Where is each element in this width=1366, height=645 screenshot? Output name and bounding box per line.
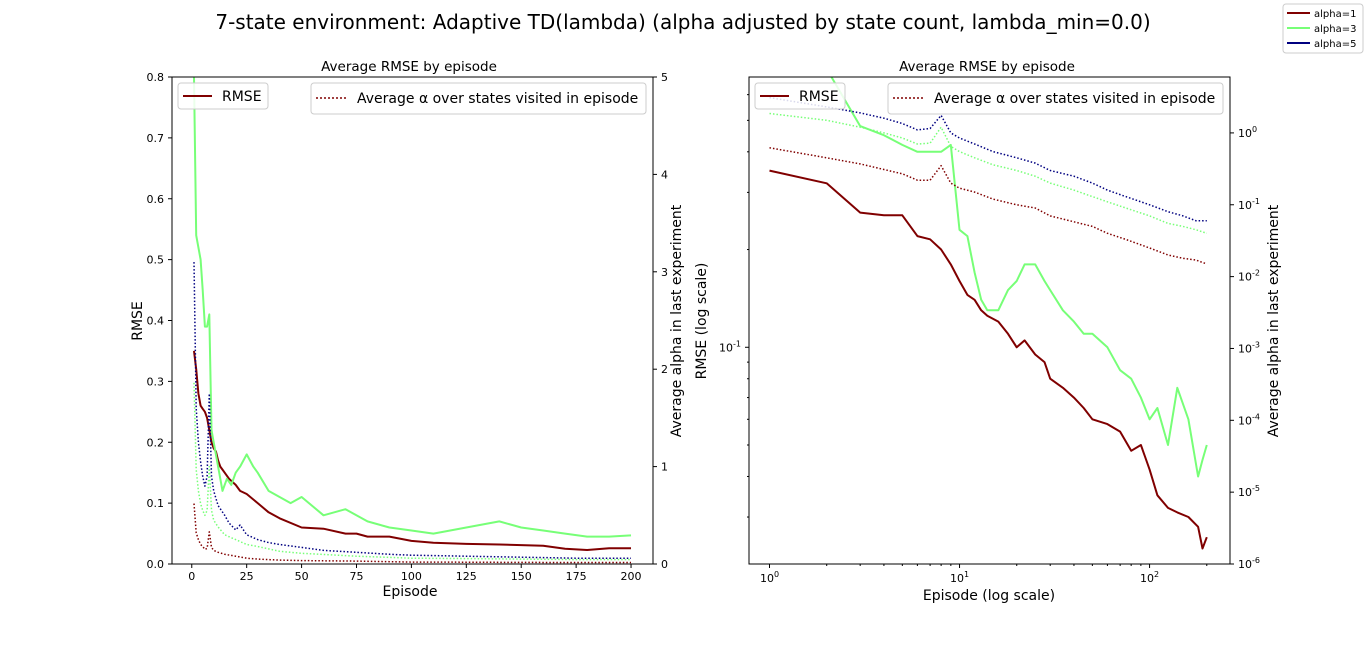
right-xtick-label: 101 bbox=[950, 570, 969, 585]
right-series-alpha-3-avg- bbox=[769, 112, 1208, 235]
left-legend-rmse-frame bbox=[177, 82, 269, 110]
left-series-alpha-3 bbox=[193, 77, 632, 538]
right-legend-rmse-label: RMSE bbox=[799, 89, 839, 105]
right-y2tick-label: 10-5 bbox=[1238, 484, 1260, 499]
right-chart-frame bbox=[748, 76, 1231, 565]
left-xtick-label: 75 bbox=[349, 570, 363, 583]
right-chart-y2label: Average alpha in last experiment bbox=[1266, 204, 1282, 437]
right-y2tick-label: 10-4 bbox=[1238, 412, 1260, 427]
left-legend-alpha-label: Average α over states visited in episode bbox=[357, 91, 638, 107]
right-legend-alpha-frame bbox=[887, 82, 1224, 115]
left-xtick-label: 150 bbox=[511, 570, 532, 583]
right-y2tick-label: 10-1 bbox=[1238, 197, 1260, 212]
left-chart-title: Average RMSE by episode bbox=[321, 59, 497, 75]
left-chart-y2label: Average alpha in last experiment bbox=[669, 204, 685, 437]
right-legend-rmse: RMSE bbox=[754, 82, 846, 110]
right-legend-rmse-frame bbox=[754, 82, 846, 110]
right-series-alpha-1 bbox=[769, 169, 1208, 550]
left-chart-ylabel: RMSE bbox=[130, 301, 146, 341]
left-ytick-label: 0.3 bbox=[147, 375, 165, 388]
right-series-alpha-3 bbox=[830, 77, 1208, 478]
left-ytick-label: 0.4 bbox=[147, 315, 165, 328]
left-ytick-label: 0.6 bbox=[147, 193, 165, 206]
left-legend-alpha: Average α over states visited in episode bbox=[310, 82, 647, 115]
left-ytick-label: 0.7 bbox=[147, 132, 165, 145]
left-chart-frame bbox=[171, 76, 654, 565]
right-chart-series bbox=[769, 77, 1208, 550]
left-y2tick-label: 3 bbox=[661, 266, 668, 279]
left-series-alpha-1-avg- bbox=[193, 503, 631, 564]
left-y2tick-label: 2 bbox=[661, 363, 668, 376]
left-legend-rmse-label: RMSE bbox=[222, 89, 262, 105]
left-series-alpha-3-avg- bbox=[193, 382, 631, 561]
legend-label-alpha5: alpha=5 bbox=[1314, 39, 1356, 50]
left-xtick-label: 100 bbox=[401, 570, 422, 583]
left-ytick-label: 0.0 bbox=[147, 558, 165, 571]
left-xtick-label: 0 bbox=[188, 570, 195, 583]
right-chart-ylabel: RMSE (log scale) bbox=[694, 263, 710, 380]
left-xtick-label: 125 bbox=[456, 570, 477, 583]
left-ytick-label: 0.8 bbox=[147, 71, 165, 84]
left-legend-alpha-frame bbox=[310, 82, 647, 115]
right-legend-alpha-label: Average α over states visited in episode bbox=[934, 91, 1215, 107]
left-xtick-label: 200 bbox=[621, 570, 642, 583]
left-series-alpha-1 bbox=[193, 350, 631, 551]
left-y2tick-label: 5 bbox=[661, 71, 668, 84]
right-xtick-label: 100 bbox=[760, 570, 779, 585]
right-ytick-label: 10-1 bbox=[719, 339, 741, 354]
right-y2tick-label: 10-6 bbox=[1238, 556, 1260, 571]
left-y2tick-label: 0 bbox=[661, 558, 668, 571]
left-xtick-label: 25 bbox=[240, 570, 254, 583]
left-ytick-label: 0.2 bbox=[147, 436, 165, 449]
right-y2tick-label: 100 bbox=[1238, 125, 1257, 140]
left-y2tick-label: 1 bbox=[661, 461, 668, 474]
left-chart-series bbox=[193, 77, 632, 564]
right-chart: Average RMSE by episode 100 101 10210-1100… bbox=[694, 59, 1282, 604]
figure-suptitle: 7-state environment: Adaptive TD(lambda)… bbox=[215, 10, 1150, 34]
right-y2tick-label: 10-2 bbox=[1238, 269, 1260, 284]
legend-label-alpha3: alpha=3 bbox=[1314, 24, 1356, 35]
right-series-alpha-5-avg- bbox=[769, 96, 1207, 222]
right-series-alpha-1-avg- bbox=[769, 147, 1208, 265]
right-chart-title: Average RMSE by episode bbox=[899, 59, 1075, 75]
left-series-alpha-5-avg- bbox=[193, 262, 631, 559]
left-chart-xlabel: Episode bbox=[383, 584, 438, 600]
left-xtick-label: 50 bbox=[295, 570, 309, 583]
right-chart-xlabel: Episode (log scale) bbox=[923, 588, 1055, 604]
left-xtick-label: 175 bbox=[566, 570, 587, 583]
right-legend-alpha: Average α over states visited in episode bbox=[887, 82, 1224, 115]
left-chart: Average RMSE by episode 0 25 50 75 100 125 150… bbox=[130, 59, 685, 600]
legend-label-alpha1: alpha=1 bbox=[1314, 9, 1356, 20]
right-y2tick-label: 10-3 bbox=[1238, 340, 1260, 355]
right-xtick-label: 102 bbox=[1140, 570, 1159, 585]
left-y2tick-label: 4 bbox=[661, 168, 668, 181]
right-chart-ticks: 100 101 102 10-1 100 10-1 10-2 10-3 10-4 10-5 10-6 bbox=[719, 94, 1260, 585]
left-legend-rmse: RMSE bbox=[177, 82, 269, 110]
figure-legend: alpha=1 alpha=3 alpha=5 bbox=[1282, 3, 1364, 54]
left-chart-ticks: 0 25 50 75 100 125 150 175 2000.00.10.20.30.40.5… bbox=[147, 71, 669, 583]
left-ytick-label: 0.5 bbox=[147, 254, 165, 267]
left-ytick-label: 0.1 bbox=[147, 497, 165, 510]
figure-legend-frame bbox=[1282, 3, 1364, 54]
